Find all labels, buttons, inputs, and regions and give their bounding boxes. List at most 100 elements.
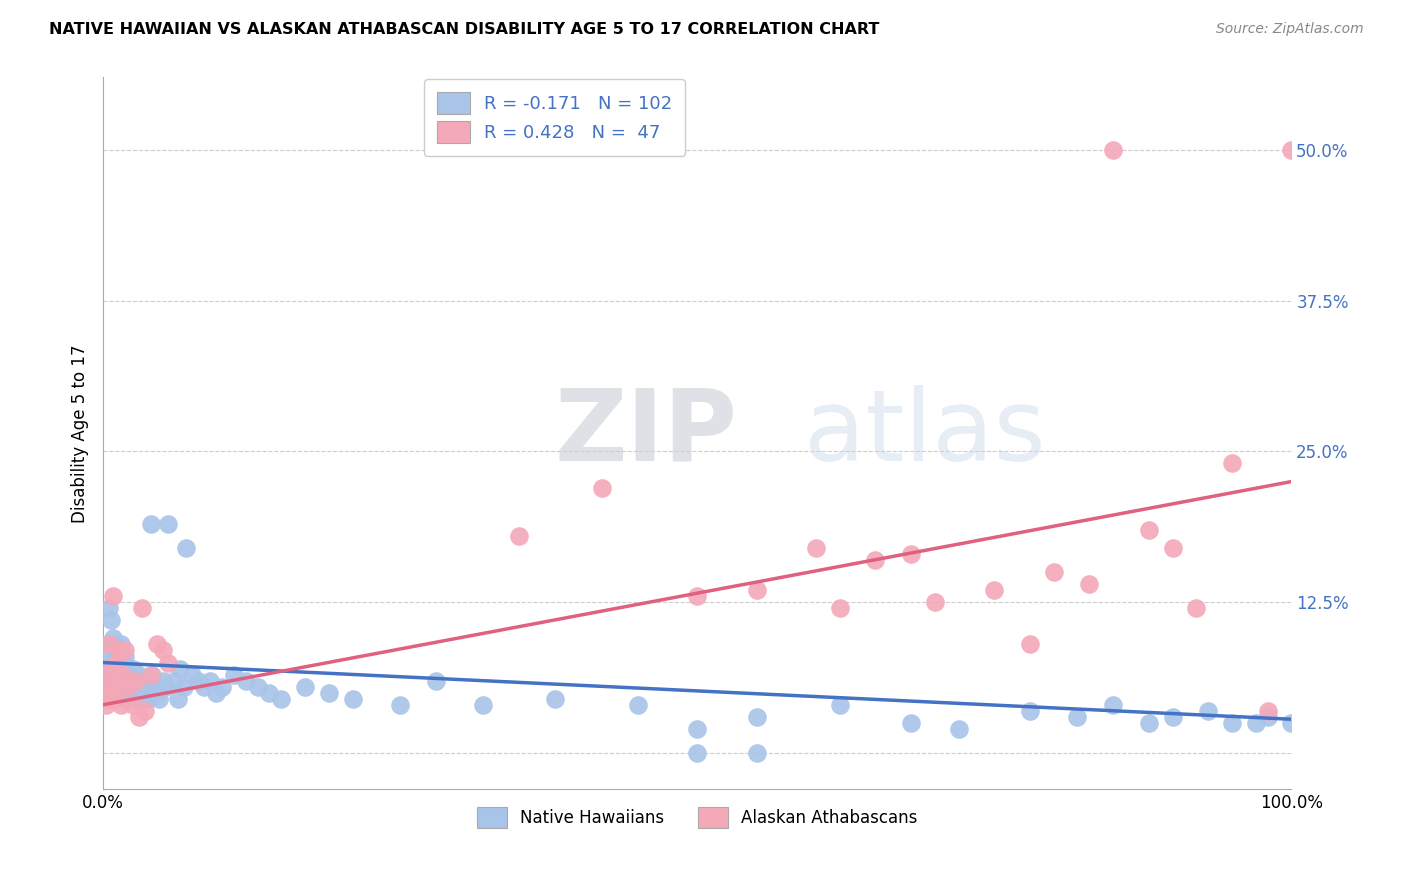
Point bbox=[157, 516, 180, 531]
Point bbox=[167, 691, 190, 706]
Point bbox=[131, 601, 153, 615]
Point bbox=[115, 691, 138, 706]
Point bbox=[222, 667, 245, 681]
Y-axis label: Disability Age 5 to 17: Disability Age 5 to 17 bbox=[72, 344, 89, 523]
Point bbox=[425, 673, 447, 688]
Point bbox=[112, 667, 135, 681]
Point bbox=[97, 667, 120, 681]
Point bbox=[139, 667, 162, 681]
Point bbox=[342, 691, 364, 706]
Point bbox=[804, 541, 827, 555]
Point bbox=[145, 637, 167, 651]
Point bbox=[1220, 457, 1243, 471]
Point bbox=[924, 595, 946, 609]
Point bbox=[128, 710, 150, 724]
Point bbox=[101, 656, 124, 670]
Point bbox=[198, 673, 221, 688]
Point bbox=[472, 698, 495, 712]
Point bbox=[1257, 704, 1279, 718]
Point bbox=[948, 722, 970, 736]
Point bbox=[900, 715, 922, 730]
Point bbox=[124, 680, 146, 694]
Point bbox=[1137, 715, 1160, 730]
Point bbox=[114, 643, 136, 657]
Point bbox=[139, 516, 162, 531]
Point bbox=[1279, 715, 1302, 730]
Point bbox=[181, 667, 204, 681]
Point bbox=[1066, 710, 1088, 724]
Point bbox=[1102, 143, 1125, 157]
Point bbox=[1137, 523, 1160, 537]
Point bbox=[1019, 637, 1042, 651]
Point bbox=[152, 643, 174, 657]
Point bbox=[176, 541, 198, 555]
Point bbox=[1078, 577, 1101, 591]
Point bbox=[98, 649, 121, 664]
Point bbox=[104, 662, 127, 676]
Point bbox=[900, 547, 922, 561]
Point bbox=[105, 637, 128, 651]
Point bbox=[136, 691, 159, 706]
Point bbox=[141, 667, 163, 681]
Point bbox=[1257, 710, 1279, 724]
Point bbox=[114, 662, 136, 676]
Point bbox=[143, 680, 166, 694]
Point bbox=[101, 589, 124, 603]
Point bbox=[96, 686, 118, 700]
Point bbox=[128, 667, 150, 681]
Point bbox=[169, 662, 191, 676]
Point bbox=[122, 667, 145, 681]
Point bbox=[828, 601, 851, 615]
Point bbox=[101, 673, 124, 688]
Point bbox=[1279, 143, 1302, 157]
Point bbox=[103, 649, 125, 664]
Point bbox=[389, 698, 412, 712]
Point bbox=[134, 704, 156, 718]
Point bbox=[110, 698, 132, 712]
Point bbox=[98, 673, 121, 688]
Point bbox=[131, 680, 153, 694]
Point bbox=[129, 686, 152, 700]
Point bbox=[117, 680, 139, 694]
Point bbox=[135, 686, 157, 700]
Point bbox=[121, 698, 143, 712]
Point bbox=[121, 691, 143, 706]
Point bbox=[115, 680, 138, 694]
Point bbox=[101, 632, 124, 646]
Point bbox=[98, 662, 121, 676]
Point bbox=[110, 667, 132, 681]
Point bbox=[193, 680, 215, 694]
Point bbox=[211, 680, 233, 694]
Point bbox=[125, 686, 148, 700]
Point bbox=[97, 691, 120, 706]
Point bbox=[983, 583, 1005, 598]
Point bbox=[259, 686, 281, 700]
Point bbox=[1220, 715, 1243, 730]
Point bbox=[100, 662, 122, 676]
Point bbox=[110, 637, 132, 651]
Point bbox=[294, 680, 316, 694]
Point bbox=[105, 662, 128, 676]
Point bbox=[98, 637, 121, 651]
Point bbox=[103, 667, 125, 681]
Point bbox=[145, 686, 167, 700]
Point bbox=[686, 722, 709, 736]
Point bbox=[105, 667, 128, 681]
Point bbox=[96, 673, 118, 688]
Point bbox=[111, 667, 134, 681]
Point bbox=[107, 673, 129, 688]
Point bbox=[125, 673, 148, 688]
Point bbox=[98, 637, 121, 651]
Point bbox=[105, 680, 128, 694]
Point bbox=[115, 667, 138, 681]
Text: Source: ZipAtlas.com: Source: ZipAtlas.com bbox=[1216, 22, 1364, 37]
Text: ZIP: ZIP bbox=[554, 384, 738, 482]
Legend: Native Hawaiians, Alaskan Athabascans: Native Hawaiians, Alaskan Athabascans bbox=[471, 801, 924, 834]
Point bbox=[127, 691, 149, 706]
Point bbox=[1244, 715, 1267, 730]
Point bbox=[591, 481, 613, 495]
Point bbox=[118, 673, 141, 688]
Point bbox=[745, 746, 768, 760]
Point bbox=[114, 673, 136, 688]
Point bbox=[1197, 704, 1219, 718]
